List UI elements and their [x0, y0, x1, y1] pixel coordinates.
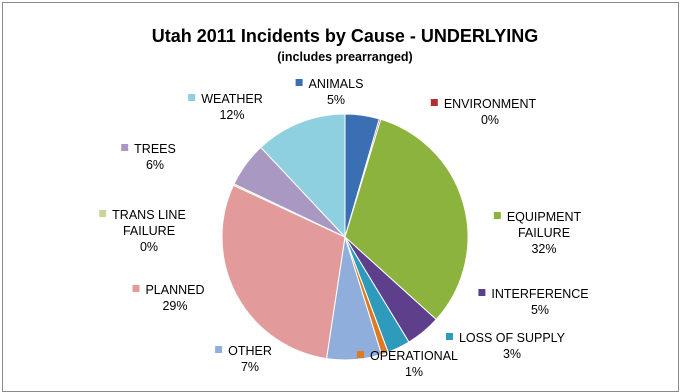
legend-key-trans-line-failure [99, 210, 107, 217]
pie-label-percent: 32% [531, 242, 556, 256]
pie-label-weather: WEATHER 12% [188, 92, 263, 122]
pie-label-name: FAILURE [123, 224, 175, 238]
pie-labels: ANIMALS 5% ENVIRONMENT 0% EQUIPMENT FAILURE 32… [99, 77, 589, 379]
pie-label-name: INTERFERENCE [491, 287, 588, 301]
pie-label-environment: ENVIRONMENT 0% [430, 97, 537, 127]
pie-label-name: ANIMALS [309, 77, 364, 91]
pie-label-name: ENVIRONMENT [444, 97, 537, 111]
pie-label-percent: 1% [405, 365, 423, 379]
pie-label-name: LOSS OF SUPPLY [459, 331, 566, 345]
pie-slices [221, 113, 469, 361]
pie-label-percent: 0% [481, 113, 499, 127]
chart-subtitle: (includes prearranged) [277, 50, 412, 64]
legend-key-operational [357, 351, 364, 358]
pie-slice-weather [260, 113, 346, 239]
legend-key-planned [132, 285, 140, 292]
pie-label-operational: OPERATIONAL 1% [357, 349, 458, 379]
pie-label-name: FAILURE [518, 226, 570, 240]
pie-label-interference: INTERFERENCE 5% [478, 287, 589, 317]
pie-label-percent: 3% [503, 347, 521, 361]
pie-label-name: EQUIPMENT [507, 210, 582, 224]
pie-label-trans-line-failure: TRANS LINE FAILURE 0% [99, 208, 186, 254]
pie-label-percent: 29% [162, 299, 187, 313]
legend-key-animals [295, 79, 303, 86]
pie-label-percent: 5% [531, 303, 549, 317]
legend-key-equipment-failure [493, 212, 501, 219]
pie-label-name: OPERATIONAL [370, 349, 458, 363]
pie-label-name: WEATHER [201, 92, 263, 106]
legend-key-trees [121, 144, 129, 151]
pie-label-name: TREES [134, 142, 176, 156]
pie-label-percent: 7% [241, 360, 259, 374]
legend-key-weather [188, 94, 196, 101]
pie-label-percent: 12% [219, 108, 244, 122]
pie-label-percent: 5% [327, 93, 345, 107]
pie-slice-planned [221, 184, 346, 360]
pie-label-name: PLANNED [145, 283, 204, 297]
pie-label-other: OTHER 7% [215, 344, 272, 374]
legend-key-environment [430, 99, 438, 106]
pie-label-name: TRANS LINE [112, 208, 186, 222]
legend-key-interference [478, 289, 486, 296]
pie-label-trees: TREES 6% [121, 142, 176, 172]
legend-key-loss-of-supply [446, 333, 453, 340]
pie-label-loss-of-supply: LOSS OF SUPPLY 3% [446, 331, 566, 361]
pie-slice-equipment-failure [344, 118, 469, 321]
pie-label-percent: 6% [146, 158, 164, 172]
chart-title: Utah 2011 Incidents by Cause - UNDERLYIN… [152, 26, 538, 46]
legend-key-other [215, 346, 223, 353]
pie-label-percent: 0% [140, 240, 158, 254]
pie-label-planned: PLANNED 29% [132, 283, 205, 313]
pie-label-name: OTHER [228, 344, 272, 358]
pie-label-equipment-failure: EQUIPMENT FAILURE 32% [493, 210, 582, 256]
pie-label-animals: ANIMALS 5% [295, 77, 364, 107]
